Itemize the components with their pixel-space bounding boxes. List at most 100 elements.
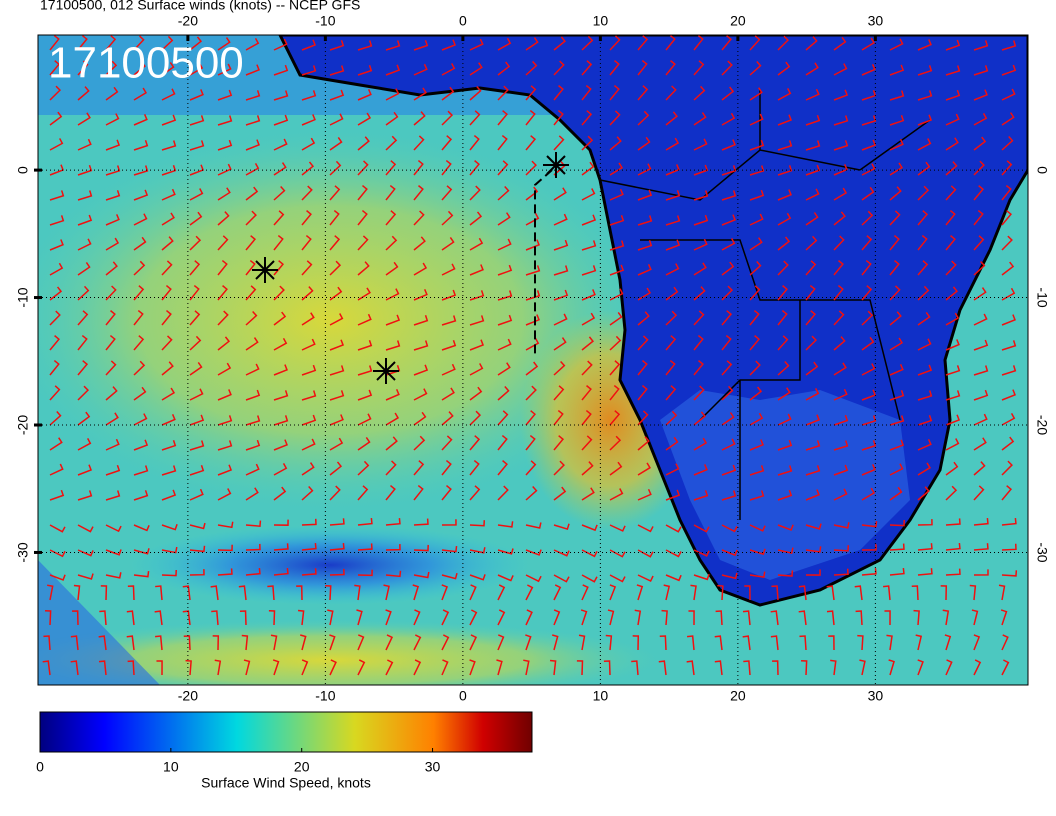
wind-barb bbox=[497, 134, 508, 151]
wind-barb bbox=[1001, 88, 1016, 101]
wind-barb bbox=[973, 313, 988, 326]
wind-barb bbox=[693, 464, 708, 476]
wind-barb bbox=[749, 335, 760, 351]
wind-barb bbox=[1001, 436, 1015, 451]
wind-barb bbox=[77, 438, 92, 451]
wind-barb bbox=[161, 361, 174, 376]
wind-barb bbox=[357, 485, 369, 501]
wind-barb bbox=[413, 87, 427, 101]
wind-barb bbox=[273, 543, 289, 551]
wind-barb bbox=[497, 37, 512, 51]
wind-barb bbox=[217, 389, 232, 401]
wind-barb bbox=[659, 635, 667, 651]
wind-barb bbox=[581, 336, 594, 351]
wind-barb bbox=[189, 569, 205, 576]
wind-barb bbox=[973, 413, 988, 426]
wind-barb bbox=[77, 334, 88, 351]
wind-barb bbox=[105, 334, 116, 351]
wind-barb bbox=[998, 584, 1006, 601]
wind-barb bbox=[385, 88, 400, 101]
wind-barb bbox=[189, 545, 206, 553]
wind-barb bbox=[185, 659, 192, 676]
wind-barb bbox=[70, 635, 79, 651]
wind-barb bbox=[497, 290, 513, 301]
wind-barb bbox=[889, 311, 902, 326]
wind-barb bbox=[973, 389, 989, 401]
wind-barb bbox=[609, 136, 622, 151]
wind-barb bbox=[525, 314, 540, 326]
wind-barb bbox=[1001, 460, 1013, 476]
wind-barb bbox=[357, 185, 368, 201]
wind-barb bbox=[189, 115, 205, 126]
wind-barb bbox=[693, 214, 709, 226]
wind-barb bbox=[665, 263, 680, 276]
wind-barb bbox=[329, 634, 336, 651]
wind-barb bbox=[98, 660, 107, 676]
wind-barb bbox=[553, 36, 566, 51]
wind-barb bbox=[553, 549, 570, 557]
wind-barb bbox=[973, 260, 986, 276]
wind-barb bbox=[77, 238, 92, 251]
wind-barb bbox=[609, 60, 620, 76]
wind-barb bbox=[637, 85, 649, 101]
wind-barb bbox=[77, 164, 93, 176]
wind-barb bbox=[77, 490, 93, 501]
wind-barb bbox=[525, 160, 537, 176]
wind-barb bbox=[637, 360, 648, 376]
wind-barb bbox=[441, 459, 452, 476]
wind-barb bbox=[945, 260, 957, 276]
wind-barb bbox=[385, 436, 398, 451]
wind-barb bbox=[945, 113, 960, 126]
wind-barb bbox=[1001, 570, 1018, 577]
wind-barb bbox=[749, 35, 761, 51]
wind-barb bbox=[973, 65, 989, 76]
wind-barb bbox=[665, 335, 677, 351]
wind-barb bbox=[441, 435, 453, 451]
wind-barb bbox=[861, 568, 877, 576]
wind-barb bbox=[861, 64, 876, 76]
wind-barb bbox=[833, 260, 844, 276]
wind-barb bbox=[1001, 543, 1017, 551]
wind-barb bbox=[945, 390, 961, 401]
wind-barb bbox=[497, 609, 506, 626]
wind-barb bbox=[105, 190, 121, 201]
wind-barb bbox=[1001, 64, 1017, 76]
wind-barb bbox=[665, 410, 678, 426]
wind-barb bbox=[270, 634, 278, 651]
wind-barb bbox=[889, 439, 905, 451]
wind-barb bbox=[833, 115, 849, 126]
wind-barb bbox=[497, 548, 514, 555]
y-tick-label-right: 0 bbox=[1034, 166, 1050, 174]
wind-barb bbox=[273, 260, 284, 276]
wind-barb bbox=[581, 188, 596, 201]
wind-barb bbox=[861, 163, 876, 176]
wind-barb bbox=[245, 439, 261, 451]
wind-barb bbox=[917, 210, 929, 226]
wind-barb bbox=[833, 310, 845, 326]
wind-barb bbox=[917, 234, 928, 251]
wind-barb bbox=[1001, 261, 1015, 276]
wind-barb bbox=[245, 389, 261, 401]
y-tick-label-left: -30 bbox=[15, 542, 31, 562]
wind-barb bbox=[1001, 210, 1012, 226]
wind-barb bbox=[940, 585, 948, 601]
wind-barb bbox=[525, 574, 542, 583]
wind-barb bbox=[777, 35, 790, 51]
wind-barb bbox=[357, 210, 368, 226]
wind-barb bbox=[665, 60, 676, 76]
wind-barb bbox=[889, 415, 905, 426]
wind-barb bbox=[1001, 184, 1012, 201]
wind-barb bbox=[777, 189, 792, 201]
wind-barb bbox=[496, 659, 503, 676]
wind-barb bbox=[581, 435, 593, 451]
wind-barb bbox=[273, 38, 288, 51]
wind-barb bbox=[609, 360, 621, 376]
wind-barb bbox=[49, 385, 61, 401]
wind-barb bbox=[777, 212, 792, 226]
wind-barb bbox=[245, 186, 259, 201]
wind-barb bbox=[189, 414, 205, 426]
wind-barb bbox=[413, 315, 429, 326]
wind-barb bbox=[273, 519, 289, 526]
wind-barb bbox=[329, 485, 341, 501]
wind-barb bbox=[805, 335, 818, 351]
